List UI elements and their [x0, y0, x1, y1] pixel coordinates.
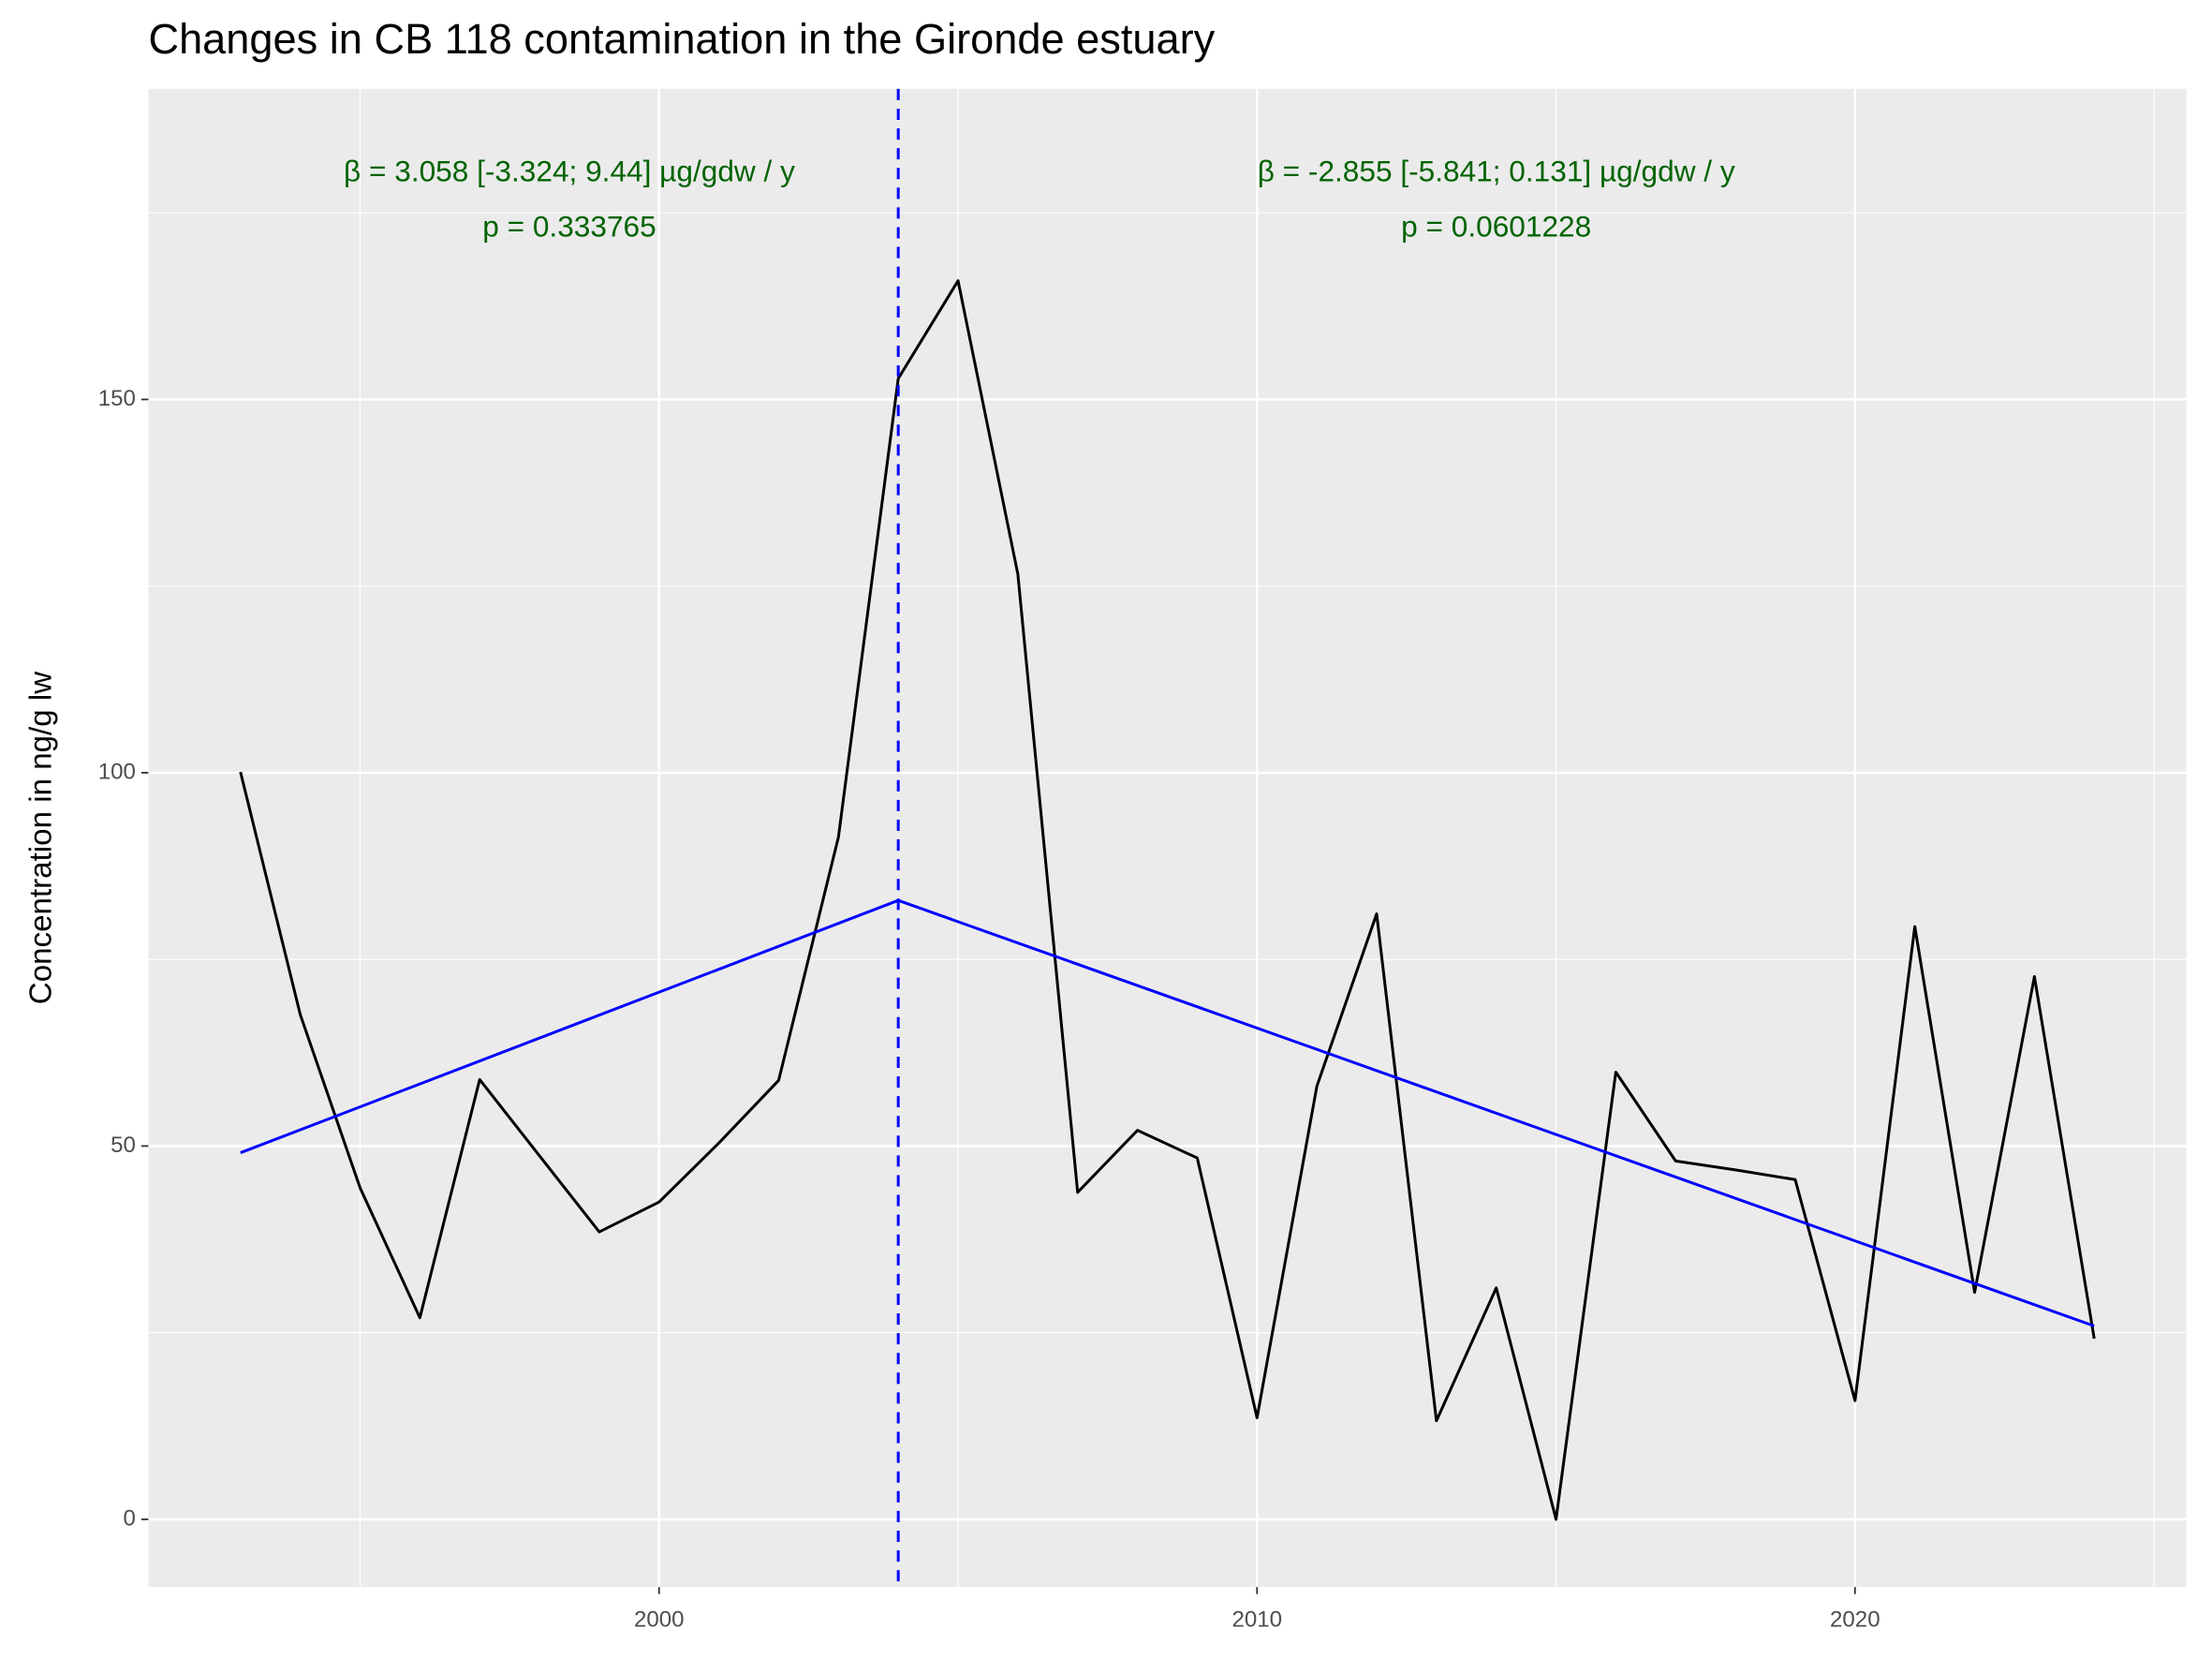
- y-tick-label: 0: [123, 1505, 135, 1531]
- x-tick-label: 2020: [1830, 1607, 1880, 1633]
- plot-panel: [148, 88, 2187, 1588]
- x-tick-label: 2000: [634, 1607, 685, 1633]
- y-tick-label: 150: [98, 386, 136, 411]
- annotation: p = 0.333765: [482, 209, 656, 243]
- annotation: β = -2.855 [-5.841; 0.131] µg/gdw / y: [1258, 155, 1735, 188]
- chart-title: Changes in CB 118 contamination in the G…: [148, 15, 1215, 63]
- y-tick-label: 50: [111, 1133, 136, 1158]
- data-line: [239, 279, 2096, 1521]
- annotation: β = 3.058 [-3.324; 9.44] µg/gdw / y: [344, 155, 795, 188]
- y-tick-label: 100: [98, 759, 136, 784]
- x-tick-label: 2010: [1231, 1607, 1282, 1633]
- annotation: p = 0.0601228: [1401, 209, 1591, 243]
- y-axis-label: Concentration in ng/g lw: [23, 672, 58, 1004]
